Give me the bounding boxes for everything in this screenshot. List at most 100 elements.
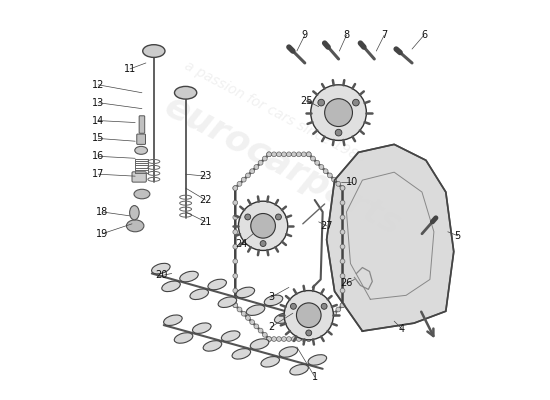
Polygon shape: [327, 144, 454, 331]
Circle shape: [296, 303, 321, 328]
Circle shape: [340, 303, 345, 308]
Ellipse shape: [192, 323, 211, 334]
Text: 20: 20: [156, 270, 168, 280]
Circle shape: [290, 303, 296, 309]
FancyBboxPatch shape: [137, 134, 146, 144]
Circle shape: [296, 152, 301, 157]
Circle shape: [250, 169, 255, 174]
Text: a passion for cars since 1985: a passion for cars since 1985: [182, 59, 368, 166]
Text: 23: 23: [199, 171, 212, 181]
Text: 3: 3: [268, 292, 274, 302]
Ellipse shape: [180, 271, 199, 282]
Ellipse shape: [208, 279, 227, 290]
Circle shape: [332, 311, 337, 316]
Ellipse shape: [232, 349, 251, 359]
Ellipse shape: [162, 281, 180, 292]
Circle shape: [340, 230, 345, 234]
Text: 1: 1: [312, 372, 318, 382]
Circle shape: [340, 200, 345, 205]
Text: 26: 26: [340, 278, 353, 288]
Circle shape: [239, 201, 288, 250]
Ellipse shape: [246, 305, 265, 316]
Ellipse shape: [222, 331, 240, 341]
Circle shape: [258, 160, 263, 165]
Ellipse shape: [163, 315, 182, 326]
Text: 9: 9: [302, 30, 308, 40]
Ellipse shape: [261, 356, 279, 367]
Circle shape: [315, 160, 320, 165]
Text: 21: 21: [199, 217, 212, 227]
Circle shape: [340, 274, 345, 278]
Circle shape: [296, 337, 301, 342]
Circle shape: [306, 152, 311, 157]
Circle shape: [233, 200, 238, 205]
Text: 24: 24: [235, 239, 248, 249]
Ellipse shape: [143, 45, 165, 57]
Circle shape: [233, 288, 238, 293]
Circle shape: [323, 169, 328, 174]
Circle shape: [282, 152, 287, 157]
Circle shape: [311, 332, 315, 337]
Circle shape: [321, 303, 327, 309]
Text: 14: 14: [92, 116, 104, 126]
Circle shape: [233, 303, 238, 308]
Text: 11: 11: [124, 64, 136, 74]
Circle shape: [306, 337, 311, 342]
Circle shape: [340, 259, 345, 264]
Circle shape: [287, 337, 292, 342]
Circle shape: [245, 316, 250, 320]
Circle shape: [272, 337, 277, 342]
Circle shape: [318, 99, 324, 106]
Circle shape: [315, 328, 320, 333]
Text: 12: 12: [92, 80, 104, 90]
Ellipse shape: [134, 189, 150, 199]
Ellipse shape: [293, 303, 311, 314]
Text: 5: 5: [455, 231, 461, 241]
Circle shape: [267, 152, 272, 157]
Circle shape: [241, 177, 246, 182]
Text: eurocarparts: eurocarparts: [158, 89, 407, 243]
Circle shape: [340, 303, 345, 308]
Text: 27: 27: [321, 221, 333, 231]
Circle shape: [340, 244, 345, 249]
Circle shape: [233, 259, 238, 264]
Circle shape: [340, 215, 345, 220]
Circle shape: [267, 337, 272, 342]
Circle shape: [262, 156, 267, 161]
Circle shape: [267, 337, 272, 342]
Ellipse shape: [130, 206, 139, 220]
Circle shape: [327, 316, 332, 320]
Ellipse shape: [218, 297, 236, 308]
Circle shape: [306, 337, 311, 342]
Circle shape: [340, 288, 345, 293]
Text: 7: 7: [381, 30, 387, 40]
Ellipse shape: [174, 333, 193, 343]
Ellipse shape: [126, 220, 144, 232]
Circle shape: [267, 152, 272, 157]
Text: 17: 17: [92, 169, 104, 179]
Circle shape: [258, 328, 263, 333]
Circle shape: [306, 330, 312, 336]
Circle shape: [262, 332, 267, 337]
Circle shape: [340, 186, 345, 190]
Ellipse shape: [152, 263, 170, 274]
Text: 19: 19: [96, 229, 108, 239]
Circle shape: [233, 230, 238, 234]
Circle shape: [327, 173, 332, 178]
Circle shape: [233, 274, 238, 278]
Circle shape: [282, 337, 287, 342]
Ellipse shape: [264, 295, 283, 306]
Circle shape: [301, 337, 306, 342]
Circle shape: [272, 152, 277, 157]
Circle shape: [336, 182, 340, 186]
Circle shape: [237, 307, 242, 312]
Circle shape: [233, 244, 238, 249]
Circle shape: [336, 307, 340, 312]
Text: 13: 13: [92, 98, 104, 108]
FancyBboxPatch shape: [132, 172, 146, 182]
Ellipse shape: [190, 289, 208, 300]
Circle shape: [292, 337, 296, 342]
Circle shape: [245, 214, 251, 220]
Ellipse shape: [174, 86, 197, 99]
Circle shape: [306, 152, 311, 157]
